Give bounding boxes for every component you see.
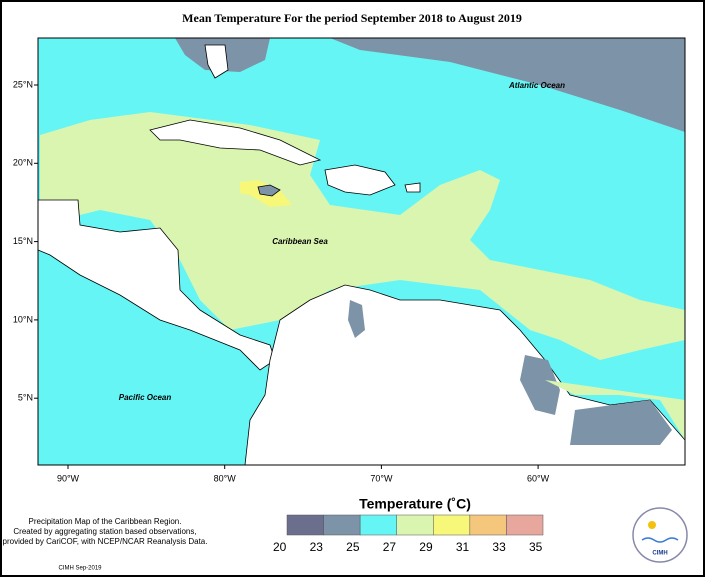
lat-label: 20°N bbox=[13, 158, 33, 168]
lat-label: 25°N bbox=[13, 79, 33, 89]
cuba bbox=[149, 119, 322, 166]
credit: CIMH Sep-2019 bbox=[58, 566, 102, 572]
legend-title: Temperature (˚C) bbox=[359, 496, 471, 512]
legend-swatch bbox=[469, 514, 507, 536]
legend-label: 33 bbox=[492, 540, 506, 554]
note: provided by CariCOF, with NCEP/NCAR Rean… bbox=[3, 537, 208, 546]
ocean-label: Pacific Ocean bbox=[119, 393, 172, 402]
note: Precipitation Map of the Caribbean Regio… bbox=[29, 517, 182, 526]
logo: CIMH bbox=[632, 507, 688, 563]
sea-label: Caribbean Sea bbox=[272, 237, 328, 246]
map-title: Mean Temperature For the period Septembe… bbox=[182, 11, 522, 25]
logo-sun bbox=[648, 521, 656, 529]
legend-label: 23 bbox=[310, 540, 324, 554]
logo-wave bbox=[641, 537, 679, 543]
lat-label: 5°N bbox=[18, 393, 33, 403]
legend-swatch bbox=[323, 514, 361, 536]
lon-label: 70°W bbox=[370, 473, 393, 483]
legend-label: 25 bbox=[346, 540, 360, 554]
legend-label: 35 bbox=[529, 540, 543, 554]
lat-label: 10°N bbox=[13, 314, 33, 324]
map-frame bbox=[37, 37, 686, 466]
cool-zone bbox=[520, 355, 560, 415]
jamaica bbox=[257, 184, 281, 197]
cool-zone bbox=[570, 400, 672, 445]
cool-zone bbox=[348, 300, 365, 338]
lon-label: 80°W bbox=[214, 473, 237, 483]
lat-label: 15°N bbox=[13, 236, 33, 246]
legend-swatch bbox=[359, 514, 397, 536]
hispaniola bbox=[324, 164, 396, 196]
legend-swatch bbox=[396, 514, 434, 536]
puerto-rico bbox=[404, 182, 421, 193]
notes: Precipitation Map of the Caribbean Regio… bbox=[3, 517, 208, 546]
ocean-label: Atlantic Ocean bbox=[508, 81, 565, 90]
legend-label: 27 bbox=[383, 540, 397, 554]
lon-label: 90°W bbox=[57, 473, 80, 483]
note: Created by aggregating station based obs… bbox=[13, 527, 196, 536]
legend-label: 29 bbox=[419, 540, 433, 554]
map: Atlantic Ocean Caribbean Sea Pacific Oce… bbox=[37, 37, 686, 466]
lon-label: 60°W bbox=[527, 473, 550, 483]
warm-zone bbox=[545, 380, 685, 440]
legend-swatch bbox=[506, 514, 544, 536]
florida bbox=[204, 44, 229, 79]
legend-swatch bbox=[286, 514, 324, 536]
warm-zone bbox=[40, 112, 685, 360]
legend-label: 31 bbox=[456, 540, 470, 554]
logo-text: CIMH bbox=[652, 551, 667, 557]
logo-ring bbox=[632, 507, 688, 563]
legend-swatch bbox=[433, 514, 471, 536]
legend-label: 20 bbox=[273, 540, 287, 554]
cool-zone bbox=[330, 38, 685, 132]
